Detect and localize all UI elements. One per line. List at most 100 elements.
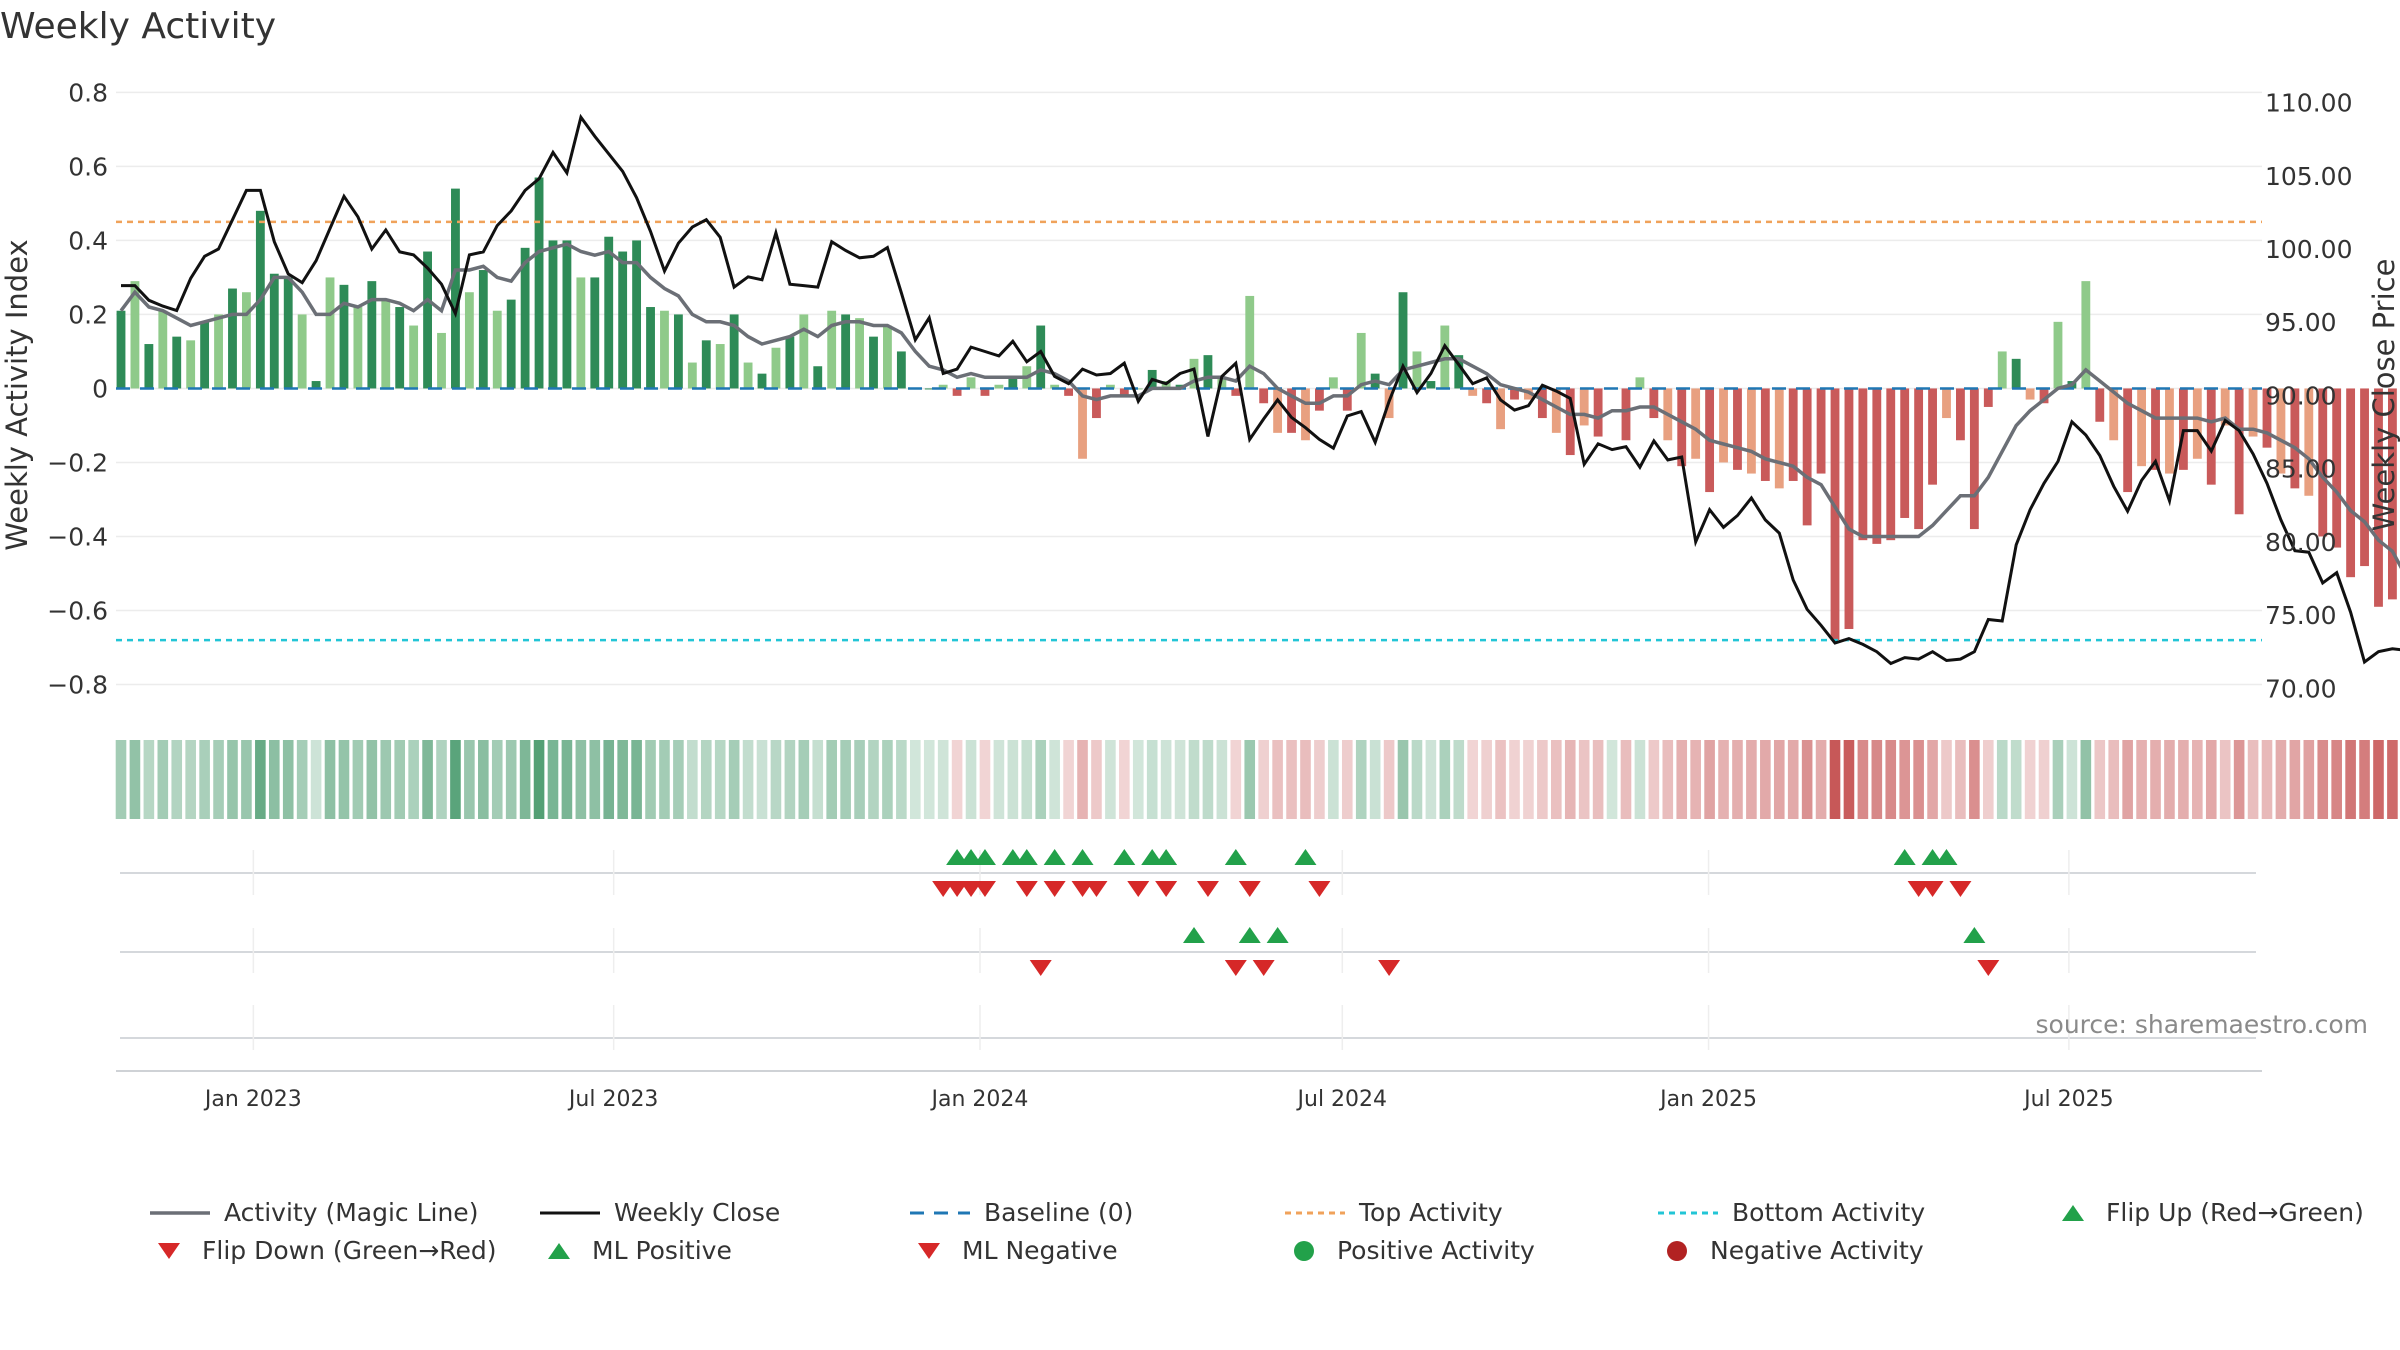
heat-strip-cell	[909, 740, 921, 819]
heat-strip-cell	[185, 740, 196, 819]
activity-bars	[116, 177, 2397, 641]
activity-bar	[2304, 388, 2314, 496]
activity-bar	[576, 277, 586, 389]
activity-bar	[214, 314, 223, 389]
heat-strip-cell	[965, 740, 977, 819]
activity-bar	[269, 273, 279, 389]
y-tick-label-right: 105.00	[2265, 162, 2352, 191]
activity-bar	[451, 188, 460, 389]
heat-strip-cell	[1899, 740, 1910, 819]
activity-bar	[785, 336, 795, 389]
heat-strip-cell	[882, 740, 893, 819]
x-tick-label: Jan 2023	[203, 1087, 302, 1112]
heat-strip-cell	[1787, 740, 1799, 819]
heat-strip-cell	[1007, 740, 1019, 819]
y-tick-label-left: −0.4	[47, 522, 108, 551]
flip-down-marker	[1949, 881, 1972, 897]
heat-strip-cell	[1564, 740, 1576, 819]
activity-bar	[743, 362, 753, 389]
activity-bar	[757, 373, 767, 389]
heat-strip-cell	[2331, 740, 2342, 819]
heat-strip-cell	[2024, 740, 2036, 819]
ml-negative-marker	[1029, 960, 1052, 976]
activity-bar	[2109, 388, 2119, 441]
heat-strip-cell	[450, 740, 461, 819]
activity-bar	[2137, 388, 2147, 467]
heat-strip-cell	[352, 740, 364, 819]
activity-bar	[437, 332, 446, 389]
flip-down-marker	[1085, 881, 1108, 897]
heat-strip-cell	[1355, 740, 1367, 819]
heat-strip-cell	[1634, 740, 1646, 819]
legend-symbol	[158, 1242, 180, 1259]
flip-down-marker	[1155, 881, 1178, 897]
activity-bar	[548, 240, 558, 389]
heat-strip-cell	[1216, 740, 1228, 819]
heat-strip-cell	[1662, 740, 1674, 819]
heat-strip-cell	[1049, 740, 1060, 819]
activity-bar	[1802, 388, 1812, 526]
activity-bar	[966, 377, 976, 389]
flip-down-marker	[946, 881, 969, 897]
heat-strip-cell	[993, 740, 1005, 819]
heat-strip-cell	[2136, 740, 2147, 819]
activity-bar	[701, 340, 711, 389]
legend-symbol	[1285, 1211, 1345, 1214]
activity-bar	[869, 336, 878, 389]
legend-symbol	[2062, 1204, 2084, 1221]
flip-down-marker	[1238, 881, 1261, 897]
heat-strip-cell	[171, 740, 183, 819]
activity-bar	[1105, 384, 1115, 389]
activity-bar	[1537, 388, 1547, 419]
heat-strip-cell	[687, 740, 698, 819]
heat-strip-cell	[338, 740, 350, 819]
heat-strip-cell	[2108, 740, 2120, 819]
heat-strip-cell	[1091, 740, 1102, 819]
activity-bar	[1078, 388, 1087, 459]
y-tick-label-right: 85.00	[2265, 455, 2337, 484]
reference-lines	[116, 220, 2262, 642]
flip-up-marker	[973, 849, 996, 865]
activity-bar	[1886, 388, 1896, 541]
activity-bar	[1830, 388, 1840, 641]
activity-bar	[2053, 321, 2063, 389]
legend-symbol	[150, 1210, 210, 1215]
activity-bar	[855, 318, 864, 389]
heat-strip-cell	[979, 740, 991, 819]
heat-strip-cell	[519, 740, 531, 819]
activity-bar	[2220, 388, 2230, 426]
activity-bar	[1942, 388, 1951, 419]
heat-strip-cell	[603, 740, 615, 819]
heat-strip-cell	[115, 740, 127, 819]
activity-bar	[1956, 388, 1965, 441]
heat-strip-cell	[324, 740, 336, 819]
activity-bar	[1719, 388, 1728, 463]
activity-bar	[2081, 281, 2091, 389]
activity-bar	[1997, 351, 2007, 389]
activity-bar	[423, 251, 432, 389]
legend-label: ML Positive	[592, 1236, 732, 1265]
legend-symbol	[548, 1242, 570, 1259]
legend-top-activity: Top Activity	[1285, 1198, 1503, 1227]
activity-bar	[827, 310, 837, 389]
activity-bar	[534, 177, 544, 389]
heat-strip-cell	[1272, 740, 1283, 819]
activity-bar	[325, 277, 335, 389]
legend-label: Bottom Activity	[1732, 1198, 1926, 1227]
heat-strip-cell	[951, 740, 963, 819]
heat-strip-cell	[422, 740, 433, 819]
activity-bar	[1412, 351, 1422, 389]
activity-bar	[1983, 388, 1993, 407]
heat-strip-cell	[1801, 740, 1813, 819]
flip-down-marker	[1308, 881, 1331, 897]
heat-strip-cell	[241, 740, 252, 819]
heat-strip-cell	[896, 740, 907, 819]
activity-bar	[172, 336, 182, 389]
heat-strip-cell	[1648, 740, 1660, 819]
activity-bar	[1621, 388, 1631, 441]
legend-label: ML Negative	[962, 1236, 1118, 1265]
legend-weekly-close: Weekly Close	[540, 1198, 780, 1227]
activity-bar	[1314, 388, 1324, 411]
x-tick-label: Jan 2025	[1658, 1087, 1757, 1112]
flip-up-marker	[1921, 849, 1944, 865]
